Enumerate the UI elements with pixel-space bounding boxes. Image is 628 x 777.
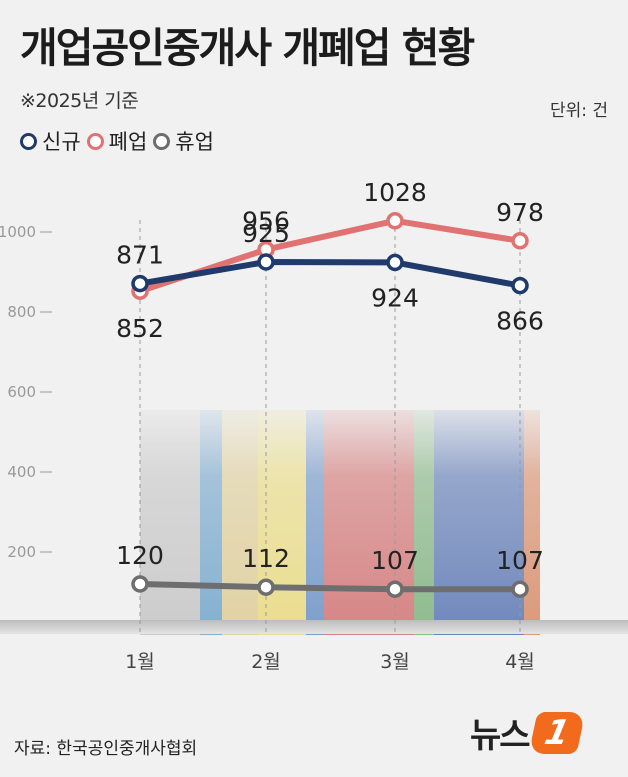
series-suspended-line	[139, 581, 520, 593]
series-new-data-label: 866	[496, 307, 544, 336]
series-suspended-data-label: 112	[242, 544, 290, 573]
source-label: 자료: 한국공인중개사협회	[14, 739, 198, 759]
legend-marker-closed	[86, 132, 104, 150]
series-closed-data-label: 978	[496, 198, 544, 227]
series-new-line	[139, 259, 521, 289]
legend-item-closed: 폐업	[86, 126, 148, 156]
legend: 신규 폐업 휴업	[20, 126, 220, 156]
y-tick-label: 400	[7, 463, 36, 481]
y-tick-label: 200	[7, 543, 36, 561]
series-closed-line	[139, 217, 521, 295]
series-suspended-point	[257, 578, 275, 596]
legend-label-closed: 폐업	[108, 130, 148, 154]
legend-label-new: 신규	[42, 130, 81, 154]
series-closed-data-label: 852	[116, 314, 164, 343]
series-new-point	[511, 276, 529, 295]
series-closed-data-label: 956	[242, 207, 290, 236]
legend-item-suspended: 휴업	[153, 126, 214, 156]
series-new-data-label: 871	[116, 241, 164, 270]
legend-marker-suspended	[153, 132, 171, 150]
series-suspended-data-label: 107	[496, 546, 544, 575]
y-tick-label: 600	[7, 383, 36, 401]
logo-word: 뉴스	[470, 716, 531, 756]
legend-item-new: 신규	[20, 126, 81, 156]
ground-strip	[0, 620, 628, 634]
unit-label: 단위: 건	[549, 101, 608, 121]
x-tick-label: 1월	[125, 651, 155, 673]
logo-badge: 1	[528, 711, 586, 754]
chart-subtitle: ※2025년 기준	[20, 90, 139, 112]
series-suspended-data-label: 107	[371, 546, 419, 575]
series-new-point	[386, 253, 404, 272]
background-photo	[140, 390, 540, 635]
x-tick-label: 2월	[251, 651, 281, 673]
series-suspended-point	[386, 580, 404, 598]
legend-label-suspended: 휴업	[175, 130, 214, 154]
series-new-point	[131, 274, 149, 293]
series-new-point	[257, 253, 275, 271]
series-new-data-label: 924	[371, 283, 419, 312]
series-suspended-data-label: 120	[116, 541, 164, 570]
x-tick-label: 4월	[505, 651, 535, 673]
y-tick-label: 800	[7, 303, 36, 321]
x-tick-label: 3월	[380, 651, 410, 673]
series-new-data-label: 925	[242, 219, 290, 248]
series-closed-data-label: 1028	[363, 178, 427, 207]
y-tick-label: 1000	[0, 223, 36, 241]
series-closed-point	[386, 212, 404, 230]
series-suspended-point	[511, 580, 529, 598]
series-suspended-point	[131, 575, 149, 593]
legend-marker-new	[20, 132, 37, 150]
news1-logo: 뉴스 1	[470, 708, 586, 757]
series-closed-point	[511, 232, 529, 250]
chart-title: 개업공인중개사 개폐업 현황	[20, 24, 475, 72]
